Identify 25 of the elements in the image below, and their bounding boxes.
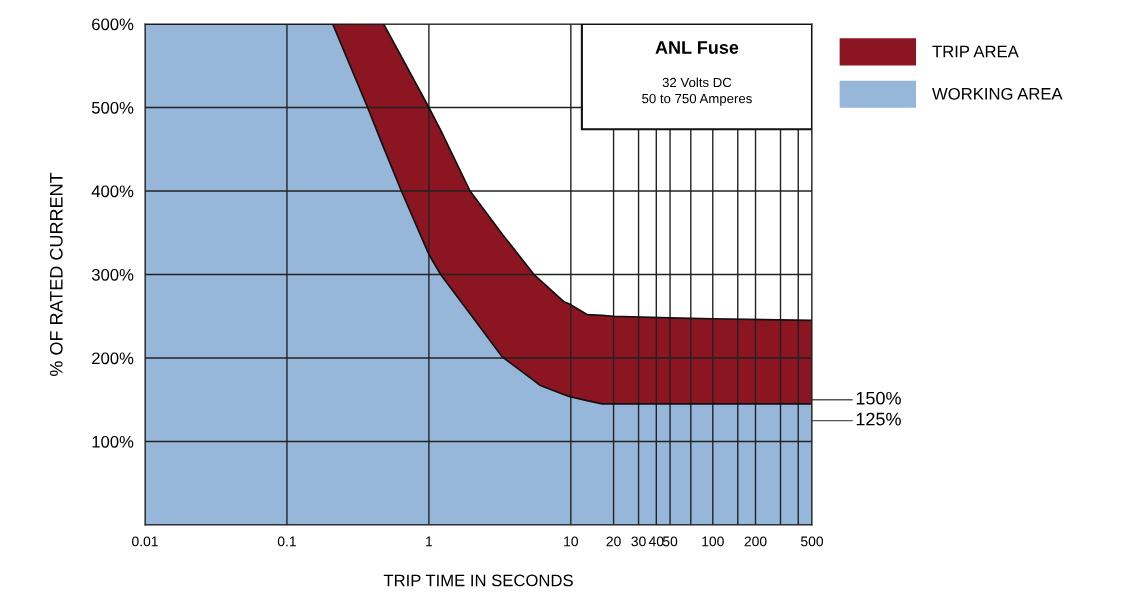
x-tick-label: 50 <box>662 536 678 547</box>
y-tick-label: 600% <box>92 18 134 31</box>
text: 32 Volts DC 50 to 750 Amperes <box>642 77 752 106</box>
ref-line-label: 150% <box>856 391 901 405</box>
legend-label: TRIP AREA <box>932 45 1019 58</box>
text: ANL Fuse <box>655 41 739 54</box>
x-tick-label: 200 <box>744 536 767 547</box>
y-tick-label: 500% <box>91 101 134 114</box>
x-tick-label: 100 <box>702 536 724 547</box>
y-tick-label: 400% <box>91 185 134 198</box>
y-tick-label: 100% <box>92 435 134 448</box>
y-tick-label: 300% <box>91 268 134 281</box>
x-tick-label: 40 <box>648 536 664 547</box>
x-tick-label: 0.1 <box>277 536 296 547</box>
x-tick-label: 20 <box>606 536 621 547</box>
x-tick-label: 0.01 <box>132 536 158 547</box>
x-tick-label: 500 <box>800 536 824 547</box>
ref-line-label: 125% <box>856 412 901 426</box>
x-tick-label: 30 <box>631 536 646 547</box>
y-tick-label: 200% <box>92 352 134 365</box>
x-tick-label: 1 <box>426 536 433 547</box>
y-axis-title: % OF RATED CURRENT <box>49 172 63 377</box>
x-axis-title: TRIP TIME IN SECONDS <box>383 574 573 587</box>
x-tick-label: 10 <box>564 536 579 547</box>
legend-label: WORKING AREA <box>932 87 1063 100</box>
